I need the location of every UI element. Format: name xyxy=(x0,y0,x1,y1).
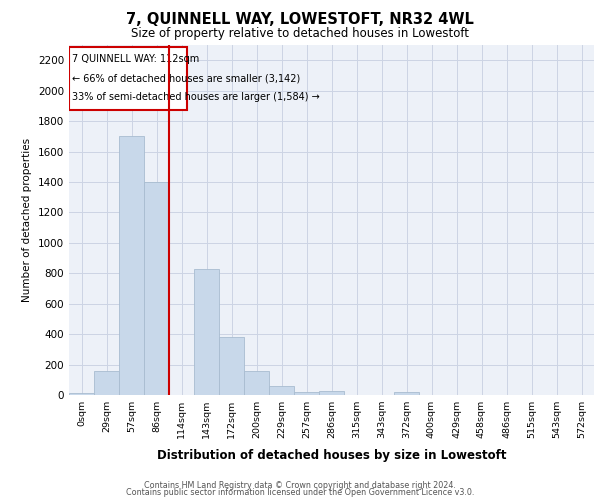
Bar xyxy=(144,182,169,395)
Bar xyxy=(244,370,269,395)
Bar xyxy=(94,370,119,395)
X-axis label: Distribution of detached houses by size in Lowestoft: Distribution of detached houses by size … xyxy=(157,450,506,462)
Text: Size of property relative to detached houses in Lowestoft: Size of property relative to detached ho… xyxy=(131,28,469,40)
Bar xyxy=(194,268,219,395)
Text: 33% of semi-detached houses are larger (1,584) →: 33% of semi-detached houses are larger (… xyxy=(71,92,319,102)
Bar xyxy=(269,386,294,395)
Y-axis label: Number of detached properties: Number of detached properties xyxy=(22,138,32,302)
Text: 7 QUINNELL WAY: 112sqm: 7 QUINNELL WAY: 112sqm xyxy=(71,54,199,64)
Bar xyxy=(394,392,419,395)
Text: ← 66% of detached houses are smaller (3,142): ← 66% of detached houses are smaller (3,… xyxy=(71,73,300,83)
Text: Contains public sector information licensed under the Open Government Licence v3: Contains public sector information licen… xyxy=(126,488,474,497)
Text: Contains HM Land Registry data © Crown copyright and database right 2024.: Contains HM Land Registry data © Crown c… xyxy=(144,481,456,490)
Bar xyxy=(119,136,144,395)
Bar xyxy=(69,392,94,395)
Bar xyxy=(294,392,319,395)
Bar xyxy=(219,337,244,395)
Bar xyxy=(69,46,187,110)
Bar xyxy=(319,391,344,395)
Text: 7, QUINNELL WAY, LOWESTOFT, NR32 4WL: 7, QUINNELL WAY, LOWESTOFT, NR32 4WL xyxy=(126,12,474,26)
